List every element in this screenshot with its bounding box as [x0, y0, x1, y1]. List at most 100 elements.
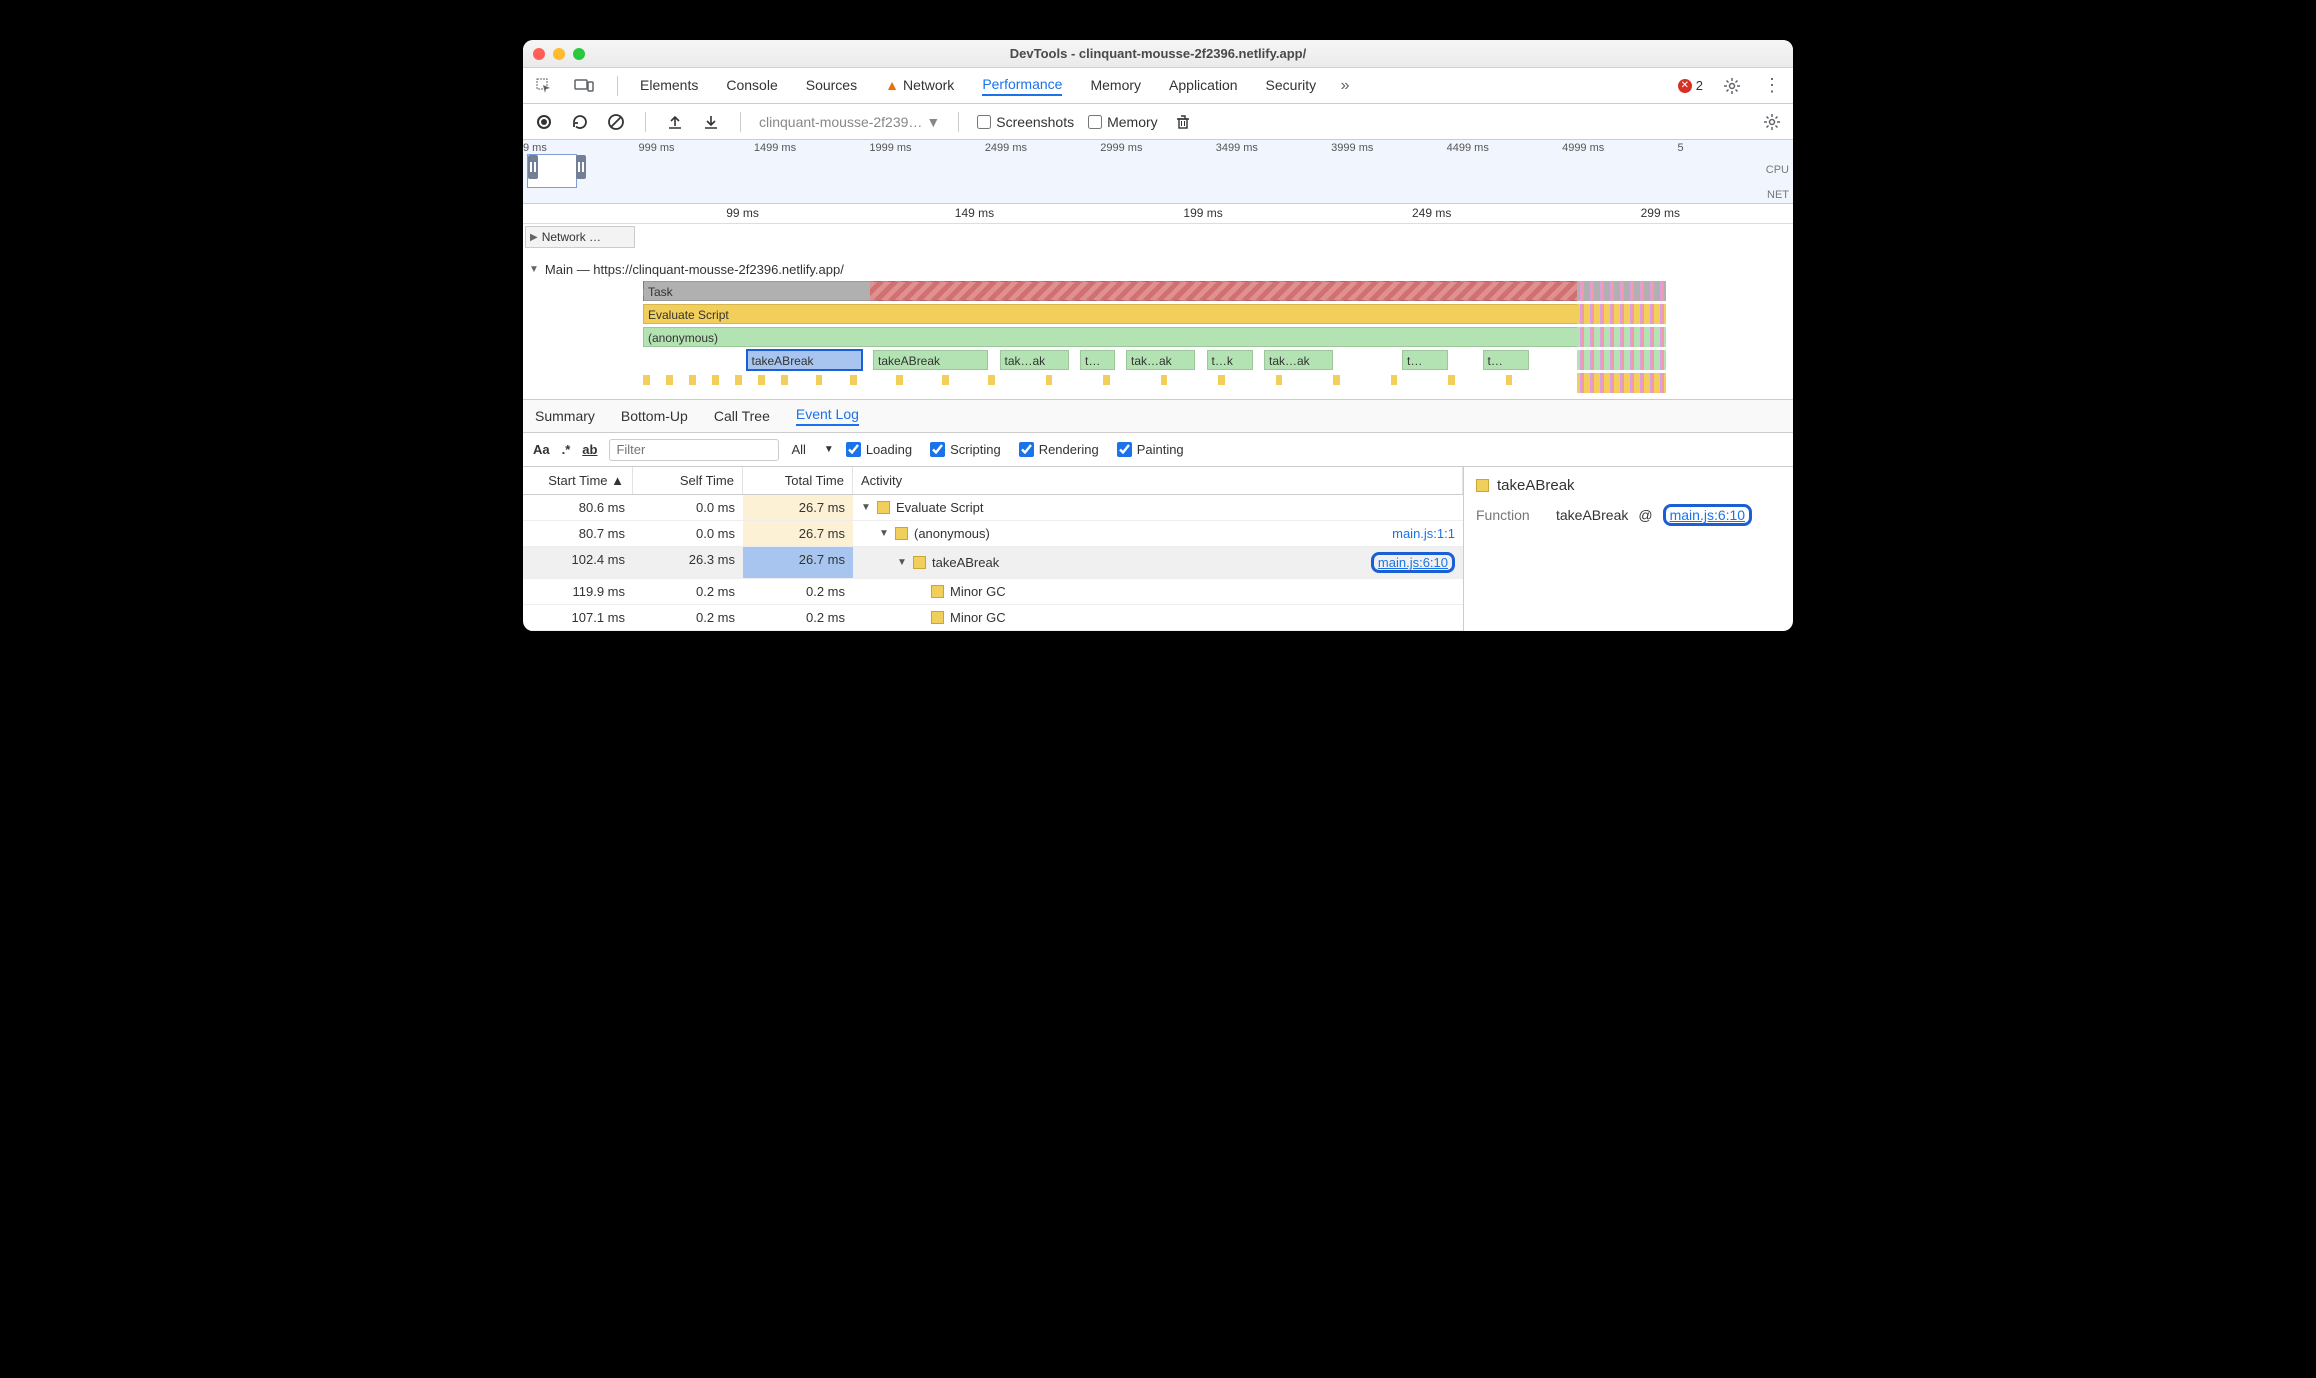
- overview-selection[interactable]: [527, 154, 577, 188]
- table-row[interactable]: 107.1 ms0.2 ms0.2 msMinor GC: [523, 605, 1463, 631]
- perf-toolbar: clinquant-mousse-2f239…▼ Screenshots Mem…: [523, 104, 1793, 140]
- panel-tab-summary[interactable]: Summary: [535, 408, 595, 424]
- col-self-time[interactable]: Self Time: [633, 467, 743, 494]
- function-label: Function: [1476, 507, 1546, 523]
- expand-icon[interactable]: ▼: [897, 557, 907, 568]
- col-total-time[interactable]: Total Time: [743, 467, 853, 494]
- gc-button[interactable]: [1172, 111, 1194, 133]
- time-ruler: 99 ms149 ms199 ms249 ms299 ms: [523, 204, 1793, 224]
- panel-tab-call-tree[interactable]: Call Tree: [714, 408, 770, 424]
- source-link[interactable]: main.js:6:10: [1670, 507, 1745, 523]
- selection-handle-left[interactable]: [528, 155, 538, 179]
- activity-color-icon: [895, 527, 908, 540]
- filter-scripting[interactable]: Scripting: [930, 442, 1001, 457]
- flame-task[interactable]: Task: [643, 281, 1586, 301]
- filter-rendering[interactable]: Rendering: [1019, 442, 1099, 457]
- activity-color-icon: [931, 611, 944, 624]
- tab-sources[interactable]: Sources: [806, 77, 857, 95]
- details-title: takeABreak: [1497, 477, 1575, 494]
- screenshots-checkbox[interactable]: Screenshots: [977, 114, 1074, 130]
- flame-call[interactable]: t…k: [1207, 350, 1253, 370]
- level-select[interactable]: All▼: [791, 442, 833, 457]
- panel-tab-event-log[interactable]: Event Log: [796, 406, 859, 426]
- perf-settings-icon[interactable]: [1761, 111, 1783, 133]
- flame-call[interactable]: t…: [1483, 350, 1529, 370]
- source-link-highlight: main.js:6:10: [1663, 504, 1752, 526]
- activity-color-icon: [877, 501, 890, 514]
- more-tabs-icon[interactable]: »: [1334, 75, 1356, 97]
- clear-button[interactable]: [605, 111, 627, 133]
- tab-security[interactable]: Security: [1266, 77, 1317, 95]
- error-icon: ✕: [1678, 79, 1692, 93]
- filter-bar: Aa .* ab All▼ Loading Scripting Rendering P…: [523, 433, 1793, 467]
- table-row[interactable]: 119.9 ms0.2 ms0.2 msMinor GC: [523, 579, 1463, 605]
- error-count: 2: [1696, 78, 1703, 93]
- flame-evaluate-script[interactable]: Evaluate Script: [643, 304, 1586, 324]
- activity-color-icon: [1476, 479, 1489, 492]
- filter-painting[interactable]: Painting: [1117, 442, 1184, 457]
- flame-call[interactable]: takeABreak: [873, 350, 988, 370]
- bottom-pane: Start Time ▲ Self Time Total Time Activi…: [523, 467, 1793, 631]
- panel-tab-bottom-up[interactable]: Bottom-Up: [621, 408, 688, 424]
- filter-loading[interactable]: Loading: [846, 442, 912, 457]
- tab-elements[interactable]: Elements: [640, 77, 698, 95]
- separator: [617, 76, 618, 96]
- error-badge[interactable]: ✕ 2: [1678, 78, 1703, 93]
- tab-memory[interactable]: Memory: [1090, 77, 1141, 95]
- flame-call[interactable]: takeABreak: [747, 350, 862, 370]
- selection-handle-right[interactable]: [576, 155, 586, 179]
- source-link[interactable]: main.js:6:10: [1378, 555, 1448, 570]
- expand-icon: ▶: [530, 232, 538, 243]
- flame-call[interactable]: tak…ak: [1126, 350, 1195, 370]
- table-row[interactable]: 80.7 ms0.0 ms26.7 ms▼(anonymous)main.js:…: [523, 521, 1463, 547]
- network-track[interactable]: ▶ Network …: [525, 226, 635, 248]
- match-word-button[interactable]: ab: [582, 442, 597, 457]
- flame-call[interactable]: t…: [1402, 350, 1448, 370]
- event-log-table[interactable]: Start Time ▲ Self Time Total Time Activi…: [523, 467, 1463, 631]
- table-header: Start Time ▲ Self Time Total Time Activi…: [523, 467, 1463, 495]
- flame--anonymous-[interactable]: (anonymous): [643, 327, 1586, 347]
- col-start-time[interactable]: Start Time ▲: [523, 467, 633, 494]
- inspect-icon[interactable]: [533, 75, 555, 97]
- tab-network[interactable]: ▲Network: [885, 77, 954, 95]
- match-case-button[interactable]: Aa: [533, 442, 550, 457]
- titlebar: DevTools - clinquant-mousse-2f2396.netli…: [523, 40, 1793, 68]
- function-name: takeABreak: [1556, 507, 1628, 523]
- tab-application[interactable]: Application: [1169, 77, 1238, 95]
- activity-color-icon: [913, 556, 926, 569]
- cpu-label: CPU: [1766, 164, 1789, 176]
- download-button[interactable]: [700, 111, 722, 133]
- record-button[interactable]: [533, 111, 555, 133]
- col-activity[interactable]: Activity: [853, 467, 1463, 494]
- flame-call[interactable]: tak…ak: [1264, 350, 1333, 370]
- reload-button[interactable]: [569, 111, 591, 133]
- filter-input[interactable]: [609, 439, 779, 461]
- overview-strip[interactable]: 9 ms999 ms1499 ms1999 ms2499 ms2999 ms34…: [523, 140, 1793, 204]
- expand-icon[interactable]: ▼: [861, 502, 871, 513]
- table-row[interactable]: 80.6 ms0.0 ms26.7 ms▼Evaluate Script: [523, 495, 1463, 521]
- details-pane: takeABreak Function takeABreak @ main.js…: [1463, 467, 1793, 631]
- memory-checkbox[interactable]: Memory: [1088, 114, 1158, 130]
- tab-console[interactable]: Console: [726, 77, 777, 95]
- devtools-window: DevTools - clinquant-mousse-2f2396.netli…: [523, 40, 1793, 631]
- flame-call[interactable]: t…: [1080, 350, 1115, 370]
- upload-button[interactable]: [664, 111, 686, 133]
- source-link[interactable]: main.js:1:1: [1392, 526, 1455, 541]
- table-row[interactable]: 102.4 ms26.3 ms26.7 ms▼takeABreakmain.js…: [523, 547, 1463, 579]
- main-track-header[interactable]: ▼ Main — https://clinquant-mousse-2f2396…: [523, 258, 1793, 281]
- flame-call[interactable]: tak…ak: [1000, 350, 1069, 370]
- collapse-icon: ▼: [529, 264, 539, 275]
- kebab-icon[interactable]: ⋮: [1761, 75, 1783, 97]
- expand-icon[interactable]: ▼: [879, 528, 889, 539]
- device-icon[interactable]: [573, 75, 595, 97]
- tab-performance[interactable]: Performance: [982, 76, 1062, 96]
- regex-button[interactable]: .*: [562, 442, 571, 457]
- window-title: DevTools - clinquant-mousse-2f2396.netli…: [523, 46, 1793, 61]
- profile-select[interactable]: clinquant-mousse-2f239…▼: [759, 114, 940, 130]
- overview-ticks: 9 ms999 ms1499 ms1999 ms2499 ms2999 ms34…: [523, 142, 1793, 154]
- details-tabs: Summary Bottom-Up Call Tree Event Log: [523, 399, 1793, 433]
- flame-chart[interactable]: ▼ Main — https://clinquant-mousse-2f2396…: [523, 258, 1793, 399]
- main-tabs: Elements Console Sources ▲Network Performanc…: [523, 68, 1793, 104]
- settings-icon[interactable]: [1721, 75, 1743, 97]
- net-label: NET: [1767, 189, 1789, 201]
